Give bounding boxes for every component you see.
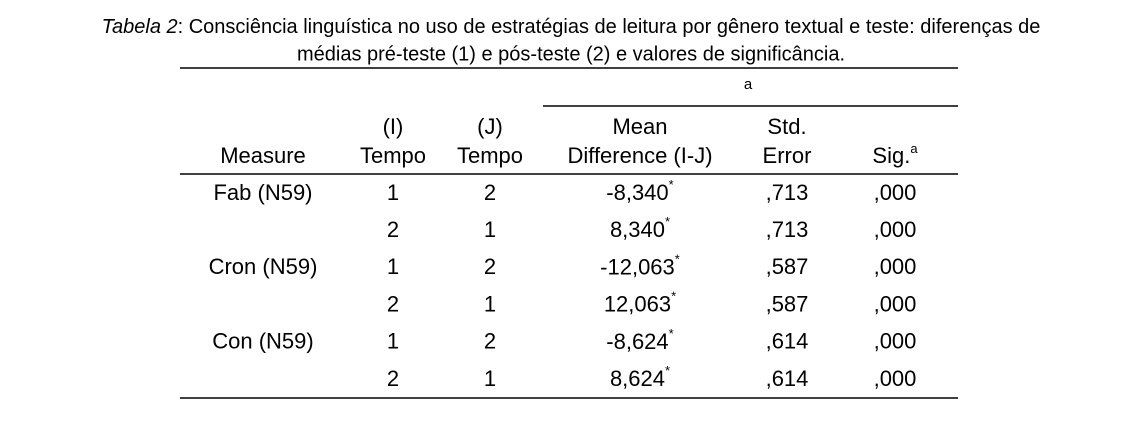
- mean-difference-cell: 8,340*: [610, 215, 670, 242]
- significance-marker: *: [665, 215, 670, 230]
- mean-difference: -8,340: [606, 180, 668, 205]
- footnote-marker: a: [910, 141, 918, 156]
- j-cell: 2: [484, 329, 496, 354]
- std-error-cell: ,614: [766, 329, 809, 354]
- i-cell: 2: [387, 366, 399, 391]
- std-error-cell: ,587: [766, 291, 809, 316]
- sig-cell: ,000: [874, 180, 917, 205]
- measure-cell: Fab (N59): [213, 180, 312, 205]
- significance-marker: *: [675, 252, 680, 267]
- mean-difference: -12,063: [600, 254, 675, 279]
- header-cell: Difference (I-J): [567, 143, 712, 168]
- std-error-cell: ,713: [766, 217, 809, 242]
- mean-difference-cell: -12,063*: [600, 252, 680, 279]
- group-note: a: [744, 76, 753, 93]
- header-cell: Measure: [220, 143, 306, 168]
- j-cell: 1: [484, 366, 496, 391]
- mean-difference-cell: -8,624*: [606, 326, 673, 353]
- significance-marker: *: [669, 177, 674, 192]
- header-cell: (J): [477, 114, 503, 139]
- header-text: Sig.: [872, 143, 910, 168]
- j-cell: 2: [484, 254, 496, 279]
- i-cell: 2: [387, 291, 399, 316]
- sig-cell: ,000: [874, 329, 917, 354]
- significance-marker: *: [671, 289, 676, 304]
- i-cell: 2: [387, 217, 399, 242]
- measure-cell: Con (N59): [212, 329, 313, 354]
- mean-difference-cell: 12,063*: [604, 289, 676, 316]
- header-cell: Sig.a: [872, 141, 918, 167]
- header-cell: Tempo: [360, 143, 426, 168]
- i-cell: 1: [387, 180, 399, 205]
- header-cell: (I): [383, 114, 404, 139]
- j-cell: 2: [484, 180, 496, 205]
- header-cell: Tempo: [457, 143, 523, 168]
- caption-line-1: Tabela 2: Consciência linguística no uso…: [102, 16, 1041, 38]
- caption-text: : Consciência linguística no uso de estr…: [178, 16, 1041, 38]
- mean-difference: 8,624: [610, 366, 665, 391]
- significance-marker: *: [669, 326, 674, 341]
- caption-line-2: médias pré-teste (1) e pós-teste (2) e v…: [297, 43, 845, 65]
- mean-difference-cell: -8,340*: [606, 177, 673, 204]
- mean-difference-cell: 8,624*: [610, 363, 670, 390]
- i-cell: 1: [387, 329, 399, 354]
- header-cell: Std.: [767, 114, 806, 139]
- caption-label: Tabela 2: [102, 16, 178, 38]
- measure-cell: Cron (N59): [209, 254, 318, 279]
- header-cell: Error: [763, 143, 812, 168]
- mean-difference: 12,063: [604, 291, 671, 316]
- std-error-cell: ,713: [766, 180, 809, 205]
- i-cell: 1: [387, 254, 399, 279]
- mean-difference: 8,340: [610, 217, 665, 242]
- std-error-cell: ,614: [766, 366, 809, 391]
- sig-cell: ,000: [874, 254, 917, 279]
- j-cell: 1: [484, 217, 496, 242]
- mean-difference: -8,624: [606, 329, 668, 354]
- significance-marker: *: [665, 363, 670, 378]
- std-error-cell: ,587: [766, 254, 809, 279]
- sig-cell: ,000: [874, 366, 917, 391]
- sig-cell: ,000: [874, 291, 917, 316]
- sig-cell: ,000: [874, 217, 917, 242]
- header-cell: Mean: [612, 114, 667, 139]
- j-cell: 1: [484, 291, 496, 316]
